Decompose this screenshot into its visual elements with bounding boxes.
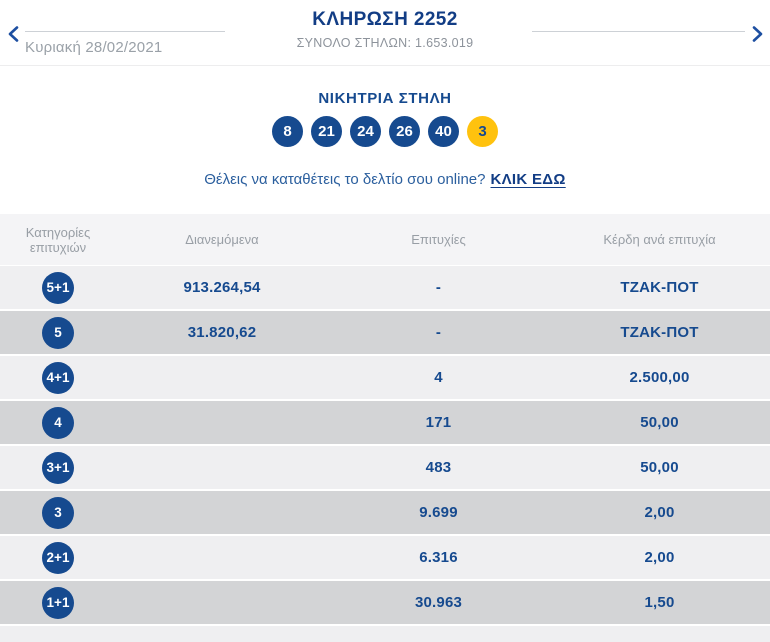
cell-category: 4: [0, 406, 116, 439]
category-badge: 4: [42, 406, 74, 439]
prize-table: Κατηγορίες επιτυχιών Διανεμόμενα Επιτυχί…: [0, 214, 770, 642]
total-columns: ΣΥΝΟΛΟ ΣΤΗΛΩΝ: 1.653.019: [296, 36, 474, 50]
winning-number-ball: 40: [428, 116, 459, 147]
cell-winners: 171: [425, 414, 452, 431]
category-badge: 5+1: [42, 271, 74, 304]
table-row: 5+1 913.264,54 - ΤΖΑΚ-ΠΟΤ: [0, 266, 770, 309]
cell-prize: ΤΖΑΚ-ΠΟΤ: [620, 324, 699, 341]
table-row: 3+1 483 50,00: [0, 446, 770, 489]
category-badge: 1+1: [42, 586, 74, 619]
table-row: 2+1 6.316 2,00: [0, 536, 770, 579]
joker-bonus-ball: 3: [467, 116, 498, 147]
draw-header: Κυριακή 28/02/2021 ΚΛΗΡΩΣΗ 2252 ΣΥΝΟΛΟ Σ…: [0, 0, 770, 66]
draw-title: ΚΛΗΡΩΣΗ 2252: [312, 9, 458, 30]
winning-numbers: 8 21 24 26 40 3: [0, 116, 770, 147]
cell-category: 1+1: [0, 586, 116, 619]
cell-category: 3+1: [0, 451, 116, 484]
winning-number-ball: 8: [272, 116, 303, 147]
category-badge: 3+1: [42, 451, 74, 484]
cell-winners: -: [435, 279, 442, 296]
category-badge: 2+1: [42, 541, 74, 574]
online-prompt: Θέλεις να καταθέτεις το δελτίο σου onlin…: [0, 171, 770, 188]
table-row: 4 171 50,00: [0, 401, 770, 444]
cell-category: 3: [0, 496, 116, 529]
winning-number-ball: 21: [311, 116, 342, 147]
cell-winners: 9.699: [419, 504, 458, 521]
chevron-right-icon: [752, 26, 762, 42]
chevron-left-icon: [8, 26, 18, 42]
cell-winners: 4: [434, 369, 443, 386]
table-header-row: Κατηγορίες επιτυχιών Διανεμόμενα Επιτυχί…: [0, 214, 770, 265]
table-body: 5+1 913.264,54 - ΤΖΑΚ-ΠΟΤ 5 31.820,62 - ΤΖΑΚ-ΠΟ…: [0, 265, 770, 624]
column-header-distributed: Διανεμόμενα: [185, 232, 259, 247]
cell-category: 4+1: [0, 361, 116, 394]
category-badge: 3: [42, 496, 74, 529]
table-row: 3 9.699 2,00: [0, 491, 770, 534]
winning-number-ball: 24: [350, 116, 381, 147]
click-here-link[interactable]: ΚΛΙΚ ΕΔΩ: [490, 171, 566, 188]
cell-prize: 2.500,00: [629, 369, 690, 386]
category-badge: 5: [42, 316, 74, 349]
cell-winners: 30.963: [414, 594, 463, 611]
cell-prize: 50,00: [640, 459, 679, 476]
cell-distributed: 31.820,62: [187, 324, 257, 341]
table-row: 5 31.820,62 - ΤΖΑΚ-ΠΟΤ: [0, 311, 770, 354]
header-divider-right: [532, 31, 745, 32]
cell-category: 2+1: [0, 541, 116, 574]
draw-date: Κυριακή 28/02/2021: [25, 39, 163, 56]
draw-title-block: ΚΛΗΡΩΣΗ 2252 ΣΥΝΟΛΟ ΣΤΗΛΩΝ: 1.653.019: [0, 9, 770, 51]
cell-prize: 1,50: [644, 594, 675, 611]
column-header-prize: Κέρδη ανά επιτυχία: [603, 232, 716, 247]
winning-column-title: ΝΙΚΗΤΡΙΑ ΣΤΗΛΗ: [318, 90, 452, 107]
cell-prize: 50,00: [640, 414, 679, 431]
cell-category: 5+1: [0, 271, 116, 304]
next-row-sliver: [0, 626, 770, 642]
winning-number-ball: 26: [389, 116, 420, 147]
next-draw-button[interactable]: [749, 25, 765, 43]
winning-column-section: ΝΙΚΗΤΡΙΑ ΣΤΗΛΗ 8 21 24 26 40 3 Θέλεις να κατα…: [0, 66, 770, 214]
online-prompt-text: Θέλεις να καταθέτεις το δελτίο σου onlin…: [204, 171, 486, 188]
cell-winners: 483: [425, 459, 452, 476]
table-row: 1+1 30.963 1,50: [0, 581, 770, 624]
column-header-winners: Επιτυχίες: [411, 232, 466, 247]
column-header-categories: Κατηγορίες επιτυχιών: [25, 224, 91, 255]
cell-prize: ΤΖΑΚ-ΠΟΤ: [620, 279, 699, 296]
cell-winners: -: [435, 324, 442, 341]
cell-distributed: 913.264,54: [183, 279, 261, 296]
category-badge: 4+1: [42, 361, 74, 394]
cell-prize: 2,00: [644, 549, 675, 566]
cell-prize: 2,00: [644, 504, 675, 521]
previous-draw-button[interactable]: [5, 25, 21, 43]
cell-winners: 6.316: [419, 549, 458, 566]
header-divider-left: [25, 31, 225, 32]
table-row: 4+1 4 2.500,00: [0, 356, 770, 399]
cell-category: 5: [0, 316, 116, 349]
